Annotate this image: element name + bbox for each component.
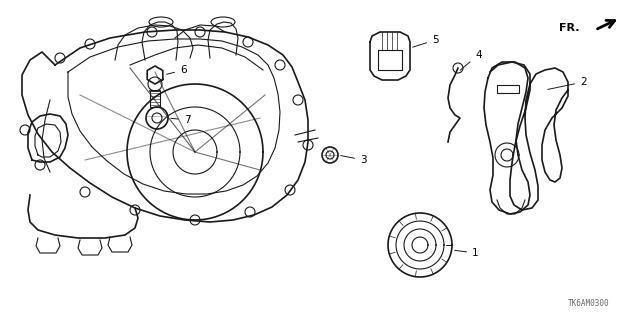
Text: 2: 2	[548, 77, 587, 89]
Text: 3: 3	[340, 155, 367, 165]
Text: 1: 1	[455, 248, 479, 258]
Text: 4: 4	[460, 50, 482, 70]
Text: TK6AM0300: TK6AM0300	[568, 299, 610, 308]
Text: 6: 6	[166, 65, 187, 75]
Text: FR.: FR.	[559, 23, 580, 33]
Text: 5: 5	[413, 35, 438, 47]
Bar	[497, 85, 519, 93]
Text: 7: 7	[171, 115, 191, 125]
